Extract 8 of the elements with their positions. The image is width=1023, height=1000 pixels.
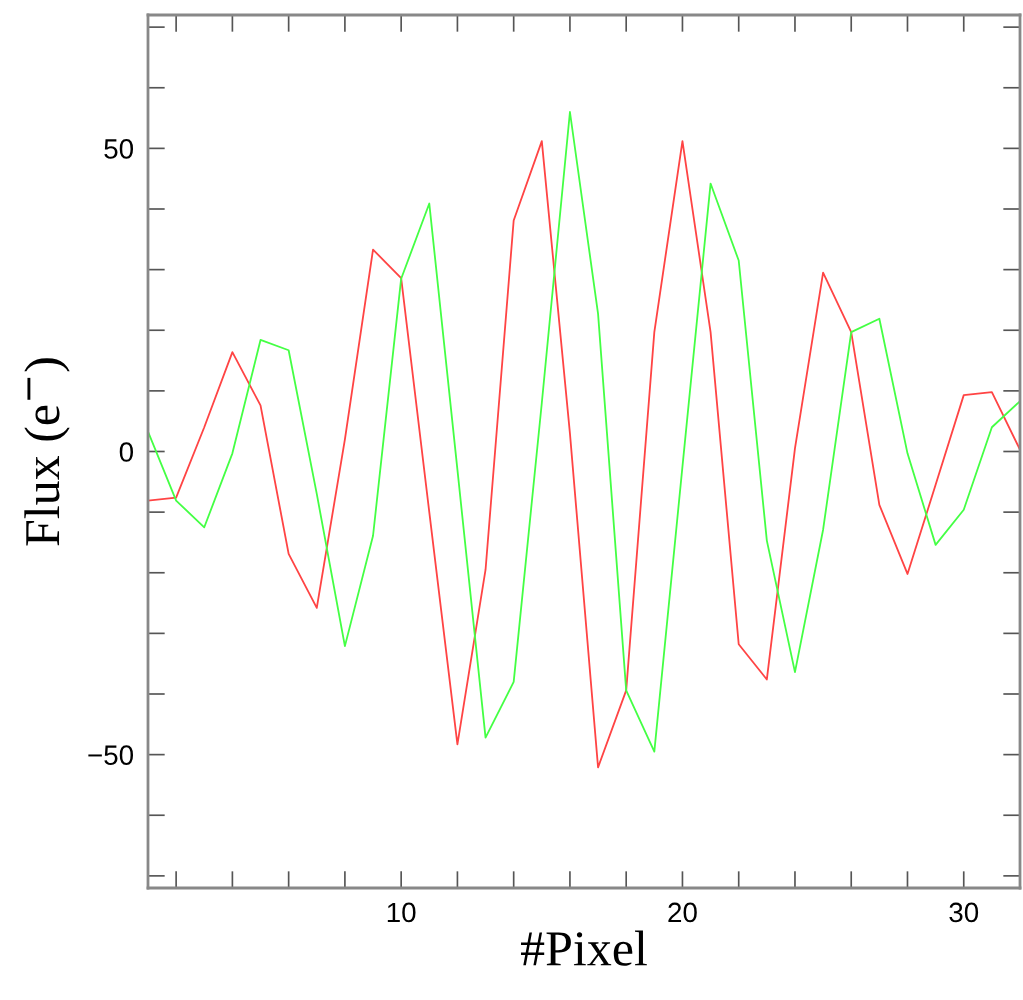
x-tick-label: 30 — [949, 902, 979, 923]
x-axis-title: #Pixel — [521, 930, 647, 966]
y-axis-title: Flux (e$^{−}$) — [24, 358, 70, 546]
y-tick-label: 50 — [104, 139, 134, 159]
x-tick-label: 10 — [387, 902, 416, 923]
y-tick-label: −50 — [88, 745, 134, 765]
x-tick-label: 20 — [668, 902, 697, 923]
y-tick-label: 0 — [119, 442, 134, 462]
